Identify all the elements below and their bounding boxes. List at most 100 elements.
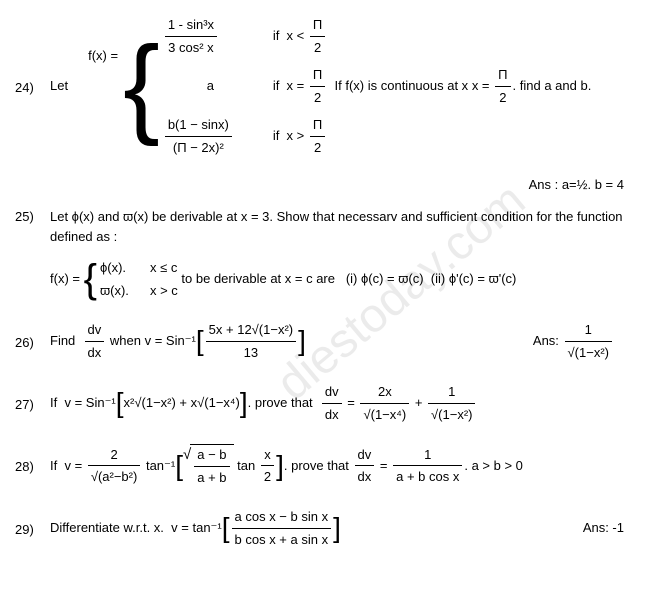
when-label: when v = Sin⁻¹ [110,331,196,351]
ans-top: 1 [565,320,612,342]
two-label: 2 [310,137,325,158]
two-label: 2 [310,37,325,58]
problem-number: 24) [15,78,50,95]
c1-bot: √(a²−b²) [88,466,141,487]
statement-text: Let ϕ(x) and ϖ(x) be derivable at x = 3.… [50,207,654,246]
problem-number: 26) [15,333,50,350]
problem-28: 28) If v = 2√(a²−b²) tan⁻¹ [ √a − ba + b… [15,444,654,487]
bracket-right-icon: ] [333,515,341,540]
bracket-left-icon: [ [175,453,183,478]
problem-number: 29) [15,520,50,537]
denominator: 13 [206,342,296,363]
problem-number: 25) [15,207,50,224]
fx-label: f(x) = [50,269,80,289]
r-bot: a + b cos x [393,466,462,487]
problem-content: Differentiate w.r.t. x. v = tan⁻¹ [ a co… [50,507,654,549]
r1-top: 2x [360,382,409,404]
v-eq: v = tan⁻¹ [171,518,222,538]
denominator: b cos x + a sin x [232,529,332,550]
x-label: x [261,445,274,467]
problem-content: If v = 2√(a²−b²) tan⁻¹ [ √a − ba + b tan… [50,444,654,487]
problem-content: Let ϕ(x) and ϖ(x) be derivable at x = 3.… [50,207,654,300]
dx: dx [322,404,342,425]
two-label: 2 [310,87,325,108]
if-label: if [273,26,280,46]
bracket-left-icon: [ [116,390,124,415]
r-top: 1 [393,445,462,467]
dv: dv [322,382,342,404]
if-label: If [50,393,57,413]
if-label: If [50,456,57,476]
c2-cond: x > c [150,281,178,301]
problem-content: If v = Sin⁻¹ [ x²√(1−x²) + x√(1−x⁴) ] . … [50,382,654,424]
answer-24: Ans : a=½. b = 4 [15,177,624,192]
two-label: 2 [261,466,274,487]
find-label: Find [50,331,75,351]
problem-26: 26) Find dvdx when v = Sin⁻¹ [ 5x + 12√(… [15,320,654,362]
dx: dx [355,466,375,487]
taninv: tan⁻¹ [146,456,175,476]
pi-label: Π [310,15,325,37]
brace-icon: { [84,263,97,295]
dx: dx [85,342,105,363]
let-label: Let [50,76,68,96]
problem-content: Find dvdx when v = Sin⁻¹ [ 5x + 12√(1−x²… [50,320,654,362]
tail-x: x = [472,76,490,96]
inside-expr: x²√(1−x²) + x√(1−x⁴) [124,393,240,413]
ans-label: Ans: [533,331,559,351]
r1-bot: √(1−x⁴) [360,404,409,425]
problem-25: 25) Let ϕ(x) and ϖ(x) be derivable at x … [15,207,654,300]
bracket-left-icon: [ [196,328,204,353]
v-eq: v = [64,456,82,476]
fx-label: f(x) = [88,46,118,66]
cond-x: x < [287,26,305,46]
case2-expr: a [163,76,258,96]
case1-numerator: 1 - sin³x [165,15,217,37]
eq: = [380,456,388,476]
bracket-left-icon: [ [222,515,230,540]
lead-text: Differentiate w.r.t. x. [50,518,164,538]
bracket-right-icon: ] [240,390,248,415]
case1-denominator: 3 cos² x [165,37,217,58]
two-label: 2 [495,87,510,108]
r2-bot: √(1−x²) [428,404,475,425]
numerator: 5x + 12√(1−x²) [206,320,296,342]
eq: = [347,393,355,413]
bracket-right-icon: ] [276,453,284,478]
cond-ii: (ii) ϕ'(c) = ϖ'(c) [431,269,517,289]
problem-content: Let f(x) = { 1 - sin³x 3 cos² x if [50,15,654,157]
bracket-right-icon: ] [298,328,306,353]
v-eq: v = Sin⁻¹ [64,393,115,413]
pi-label: Π [495,65,510,87]
i1-top: a − b [194,445,229,467]
tail: . a > b > 0 [464,456,523,476]
problem-number: 27) [15,395,50,412]
c2-expr: ϖ(x). [100,281,140,301]
problem-29: 29) Differentiate w.r.t. x. v = tan⁻¹ [ … [15,507,654,549]
dv: dv [355,445,375,467]
if-label: if [273,76,280,96]
case3-numerator: b(1 − sinx) [165,115,232,137]
ans-bot: √(1−x²) [565,342,612,363]
brace-icon: { [123,42,160,130]
tan-label: tan [237,456,255,476]
mid-text: to be derivable at x = c are [181,269,335,289]
case3-denominator: (Π − 2x)² [165,137,232,158]
tail-text: If f(x) is continuous at x [335,76,469,96]
answer-29: Ans: -1 [583,518,624,538]
c1-cond: x ≤ c [150,258,177,278]
c1-expr: ϕ(x). [100,258,140,278]
pi-label: Π [310,115,325,137]
prove-label: . prove that [284,456,349,476]
cond-x: x = [287,76,305,96]
prove-label: . prove that [248,393,313,413]
r2-top: 1 [428,382,475,404]
problem-number: 28) [15,457,50,474]
plus: + [415,393,423,413]
pi-label: Π [310,65,325,87]
i1-bot: a + b [194,467,229,488]
tail-end: . find a and b. [513,76,592,96]
cond-i: (i) ϕ(c) = ϖ(c) [346,269,424,289]
dv: dv [85,320,105,342]
problem-27: 27) If v = Sin⁻¹ [ x²√(1−x²) + x√(1−x⁴) … [15,382,654,424]
